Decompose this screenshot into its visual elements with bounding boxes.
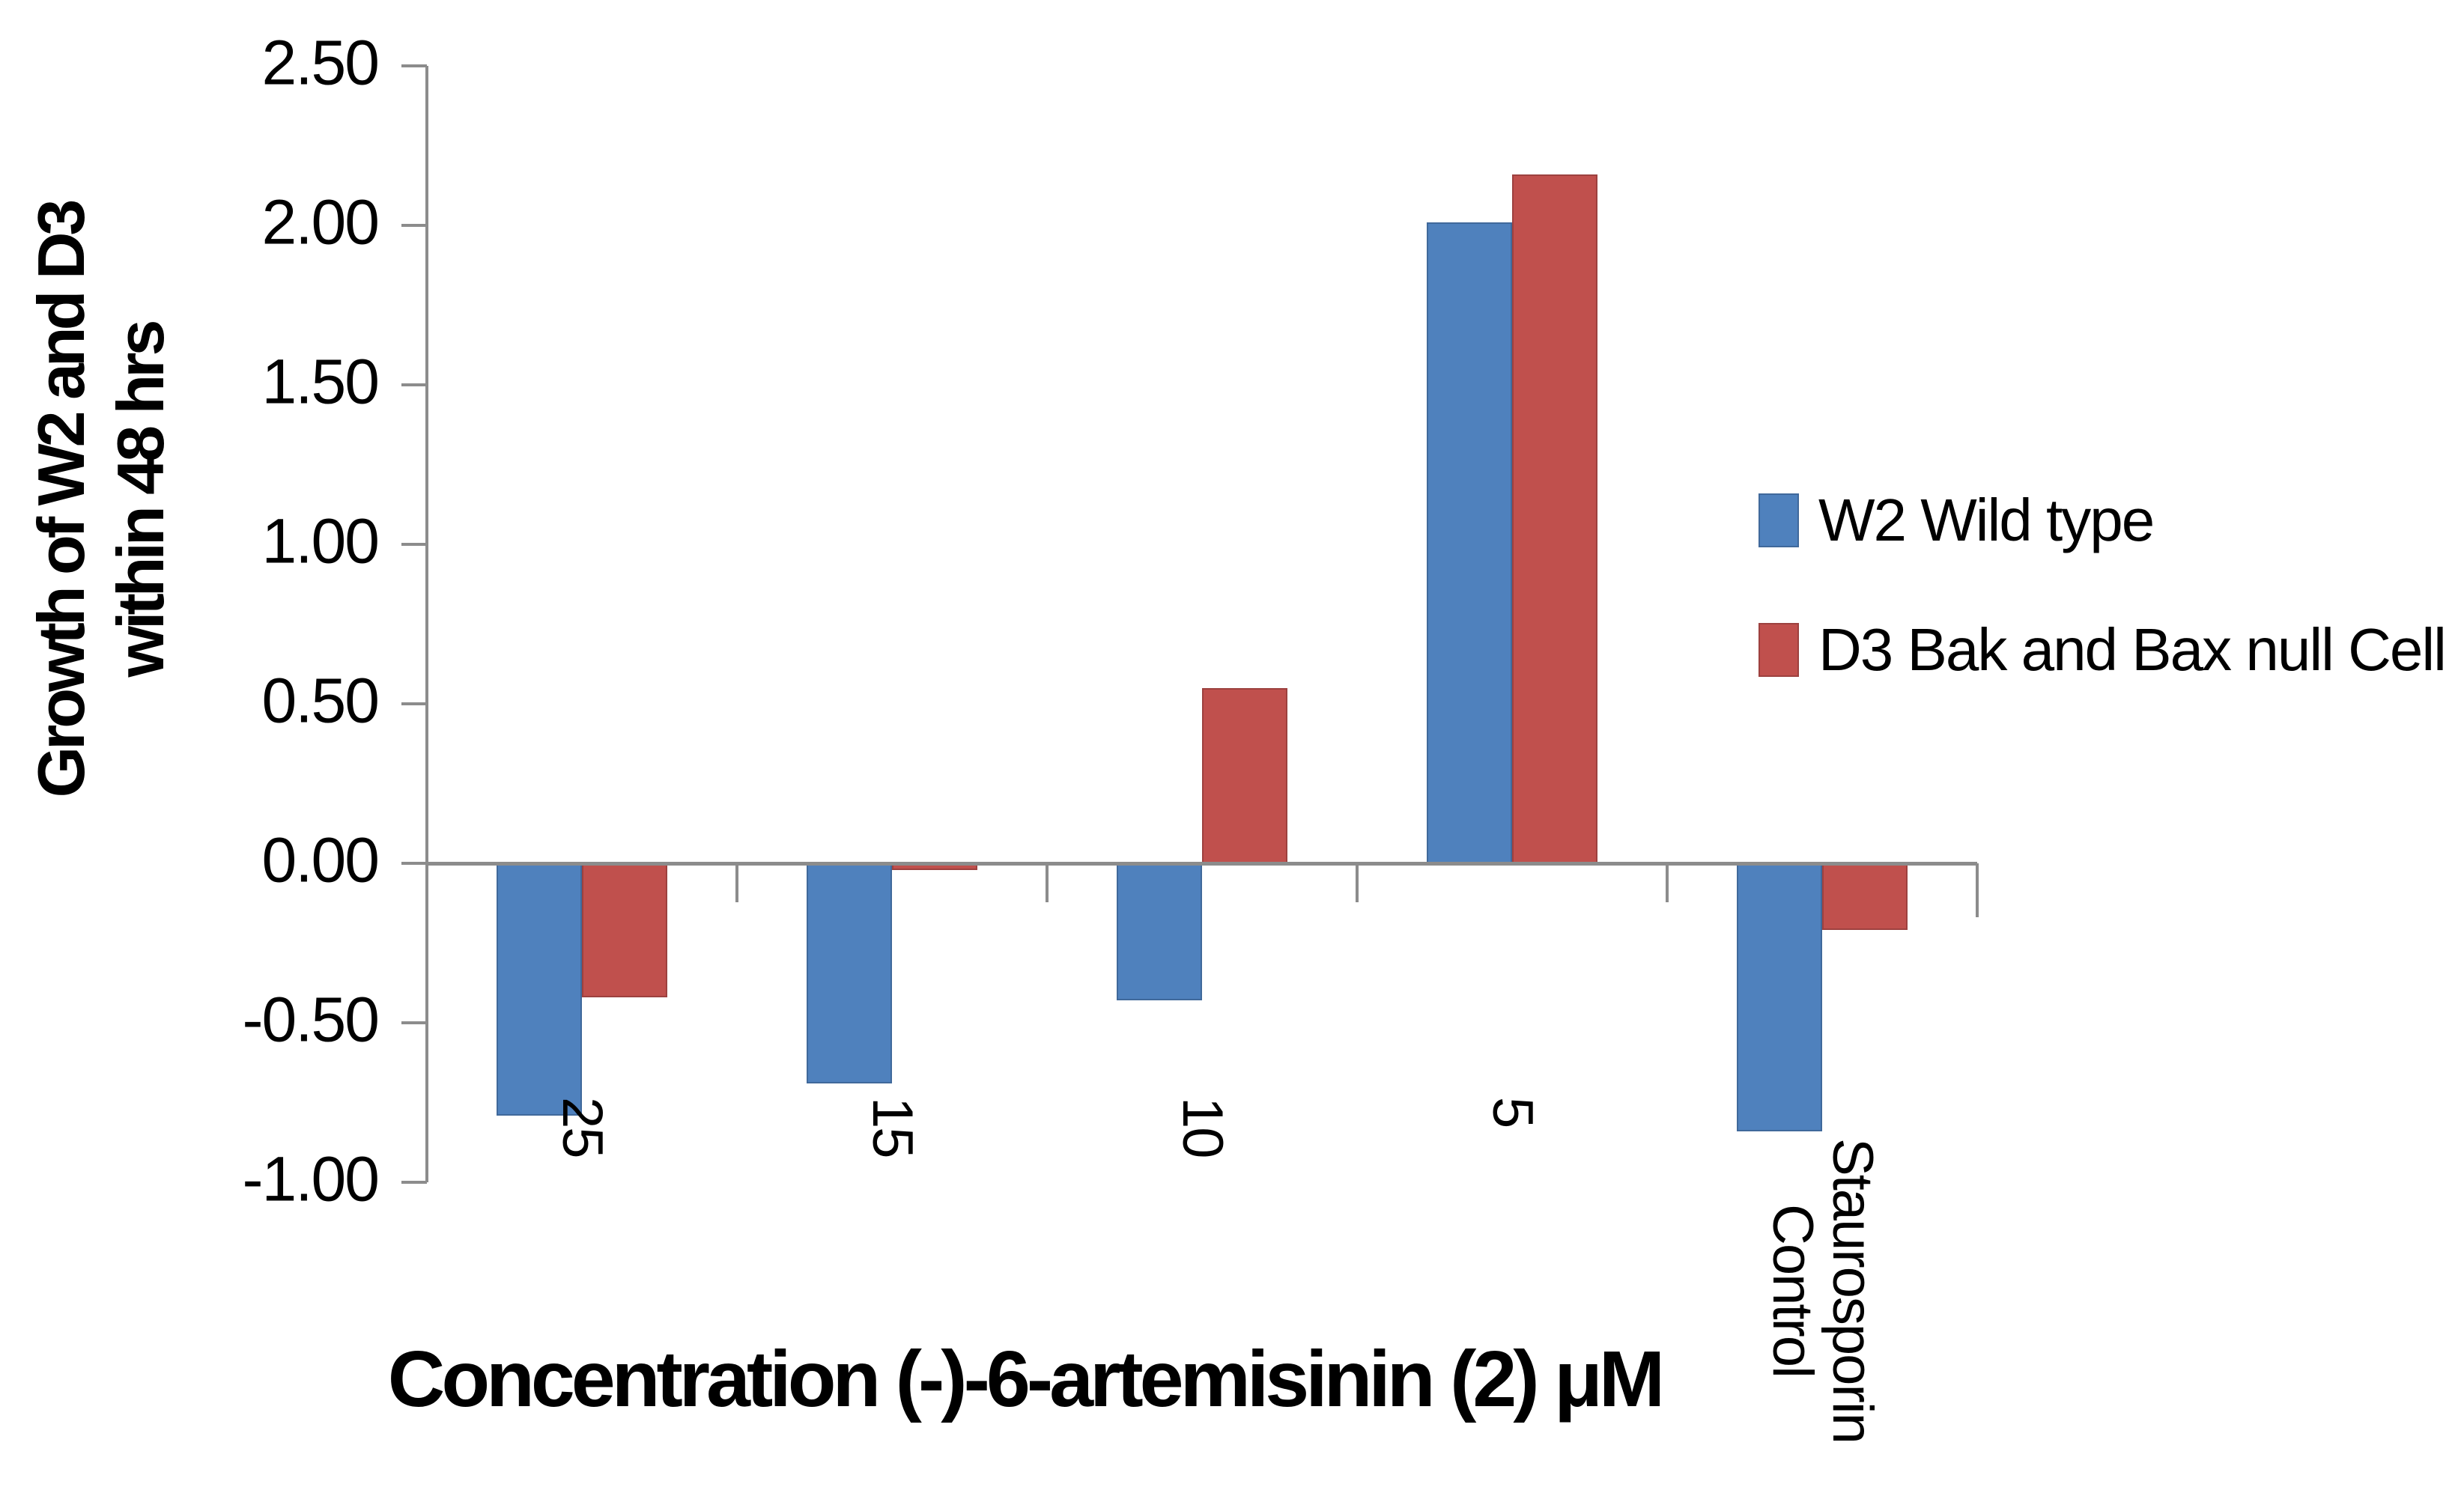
y-tick: [401, 1021, 427, 1024]
bar-w2-25: [497, 863, 582, 1116]
y-tick-label: 2.50: [261, 27, 380, 98]
category-label-5: 5: [1481, 1097, 1544, 1128]
y-tick-label: -0.50: [242, 984, 380, 1055]
bar-d3-10: [1202, 687, 1287, 863]
y-tick: [401, 224, 427, 227]
category-label-line: 5: [1481, 1097, 1544, 1128]
category-label-10: 10: [1171, 1097, 1234, 1158]
category-label-line: Staurosporin: [1821, 1138, 1884, 1443]
y-tick: [401, 543, 427, 546]
y-tick-label: 1.00: [261, 505, 380, 577]
category-label-line: 25: [550, 1097, 614, 1158]
y-tick: [401, 64, 427, 67]
y-tick-label: -1.00: [242, 1143, 380, 1214]
legend-marker-d3: [1759, 623, 1799, 677]
bar-w2-5: [1427, 222, 1512, 863]
y-tick: [401, 383, 427, 386]
y-tick-label: 2.00: [261, 186, 380, 258]
x-boundary-tick: [735, 863, 738, 902]
legend-row: D3 Bak and Bax null Cell: [1759, 612, 2447, 687]
y-tick-label: 0.50: [261, 665, 380, 736]
x-boundary-tick: [1356, 863, 1359, 902]
category-label-15: 15: [861, 1097, 924, 1158]
bar-w2-staurosporin-control: [1737, 863, 1822, 1131]
bar-w2-10: [1117, 863, 1202, 1001]
y-tick: [401, 1181, 427, 1184]
legend-row: W2 Wild type: [1759, 483, 2155, 558]
y-tick: [401, 862, 427, 865]
x-boundary-tick: [1666, 863, 1669, 902]
legend-marker-w2: [1759, 493, 1799, 547]
category-label-line: Control: [1761, 1203, 1824, 1377]
bar-d3-25: [582, 863, 667, 997]
x-axis-zero-line: [427, 862, 1977, 866]
category-label-25: 25: [550, 1097, 614, 1158]
legend-label-w2: W2 Wild type: [1818, 487, 2155, 553]
category-label-line: 15: [861, 1097, 924, 1158]
y-tick-label: 0.00: [261, 824, 380, 896]
category-label-staurosporin-control: Staurosporin Control: [1761, 1138, 1884, 1443]
y-tick-label: 1.50: [261, 346, 380, 417]
category-label-line: 10: [1171, 1097, 1234, 1158]
x-axis-title: Concentration (-)-6-artemisinin (2) μM: [387, 1335, 1665, 1423]
x-boundary-tick: [1976, 863, 1979, 917]
bar-d3-staurosporin-control: [1822, 863, 1908, 931]
y-tick: [401, 702, 427, 705]
y-axis-line: [425, 66, 428, 1182]
legend-label-d3: D3 Bak and Bax null Cell: [1818, 616, 2447, 683]
bar-d3-5: [1512, 174, 1597, 863]
bar-w2-15: [807, 863, 892, 1083]
x-boundary-tick: [1046, 863, 1049, 902]
